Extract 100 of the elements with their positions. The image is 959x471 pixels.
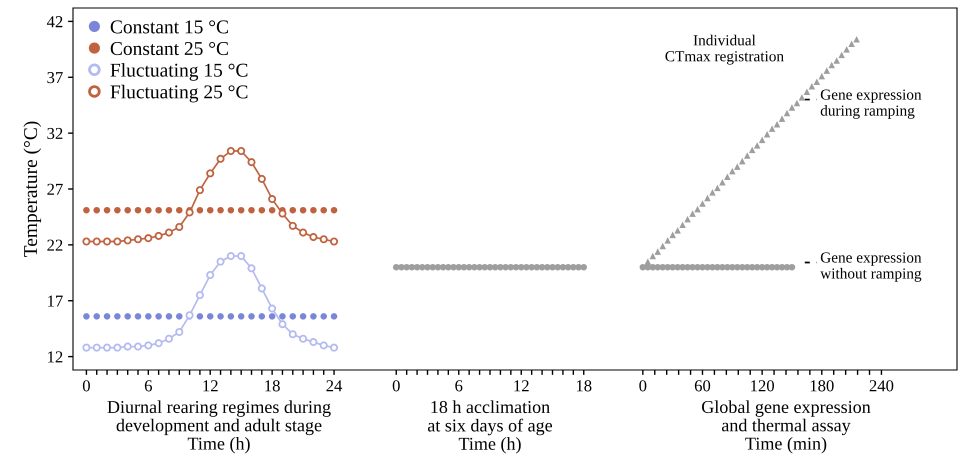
point: [226, 252, 235, 260]
point: [166, 206, 172, 214]
point: [124, 313, 131, 320]
point: [288, 222, 297, 230]
point: [748, 146, 756, 154]
point: [258, 313, 266, 320]
point: [103, 344, 112, 352]
point: [330, 206, 338, 214]
point: [93, 313, 100, 320]
point: [93, 206, 100, 214]
point: [155, 313, 162, 320]
point: [739, 158, 746, 164]
point: [794, 100, 800, 106]
point: [124, 206, 131, 214]
point: [83, 206, 90, 214]
x-tick-label: 180: [810, 380, 834, 392]
point: [144, 234, 152, 242]
legend-label: Fluctuating 15 °C: [110, 63, 248, 81]
point: [310, 206, 317, 214]
point: [848, 40, 855, 48]
point: [818, 72, 826, 80]
x-tick-label: 6: [455, 380, 462, 392]
point: [196, 291, 204, 300]
point: [320, 341, 328, 350]
y-tick-label: 32: [47, 128, 62, 140]
point: [784, 110, 790, 116]
point: [694, 206, 701, 212]
y-tick-label: 27: [47, 184, 63, 195]
x-tick-label: 12: [514, 380, 529, 392]
point: [217, 206, 224, 214]
point: [774, 120, 780, 128]
point: [699, 200, 706, 207]
x-tick-label: 12: [203, 380, 218, 392]
annotation: Gene expression without ramping: [820, 252, 922, 282]
point: [83, 313, 90, 320]
y-tick-label: 22: [47, 240, 62, 251]
point: [724, 173, 731, 180]
x-tick-label: 18: [265, 380, 280, 392]
point: [833, 57, 840, 64]
point: [166, 313, 172, 320]
point: [104, 206, 110, 214]
point: [216, 154, 225, 163]
point: [145, 313, 152, 320]
x-tick-label: 0: [82, 380, 90, 392]
point: [104, 313, 110, 320]
point: [729, 168, 736, 174]
point: [124, 342, 132, 351]
point: [216, 258, 225, 266]
point: [268, 304, 276, 313]
point: [734, 163, 741, 170]
point: [228, 206, 234, 214]
point: [258, 206, 266, 214]
point: [238, 206, 244, 214]
point: [237, 252, 246, 260]
point: [196, 313, 204, 320]
point: [82, 237, 90, 246]
x-tick-label: 0: [639, 380, 646, 392]
point: [290, 313, 296, 320]
point: [714, 184, 721, 192]
point: [247, 264, 256, 272]
point: [248, 313, 255, 320]
x-axis-title: 18 h acclimation at six days of age Time (h): [428, 400, 552, 454]
point: [290, 206, 296, 214]
point: [330, 344, 338, 352]
point: [238, 313, 244, 320]
legend-label: Fluctuating 25 °C: [110, 84, 248, 102]
point: [248, 206, 255, 214]
point: [764, 130, 770, 138]
point: [320, 313, 327, 320]
y-axis-title: Temperature (°C): [23, 122, 42, 257]
point: [82, 344, 90, 352]
point: [853, 36, 860, 43]
point: [310, 313, 317, 320]
point: [176, 206, 183, 214]
point: [279, 313, 286, 320]
point: [288, 330, 297, 338]
point: [709, 189, 716, 196]
point: [744, 152, 750, 159]
point: [768, 125, 776, 132]
point: [679, 221, 686, 228]
point: [92, 344, 101, 352]
point: [754, 142, 760, 149]
point: [299, 334, 308, 343]
point: [176, 313, 183, 320]
point: [237, 146, 246, 156]
point: [175, 328, 184, 336]
point: [778, 115, 786, 122]
y-tick-label: 37: [47, 72, 63, 84]
point: [164, 334, 173, 343]
point: [300, 313, 306, 320]
point: [804, 88, 810, 96]
point: [134, 342, 142, 351]
point: [228, 313, 234, 320]
x-tick-label: 24: [326, 380, 342, 392]
point: [788, 104, 796, 111]
point: [206, 206, 214, 214]
legend-label: Constant 15 °C: [110, 20, 228, 34]
point: [92, 237, 101, 246]
point: [206, 313, 214, 320]
point: [258, 284, 266, 292]
